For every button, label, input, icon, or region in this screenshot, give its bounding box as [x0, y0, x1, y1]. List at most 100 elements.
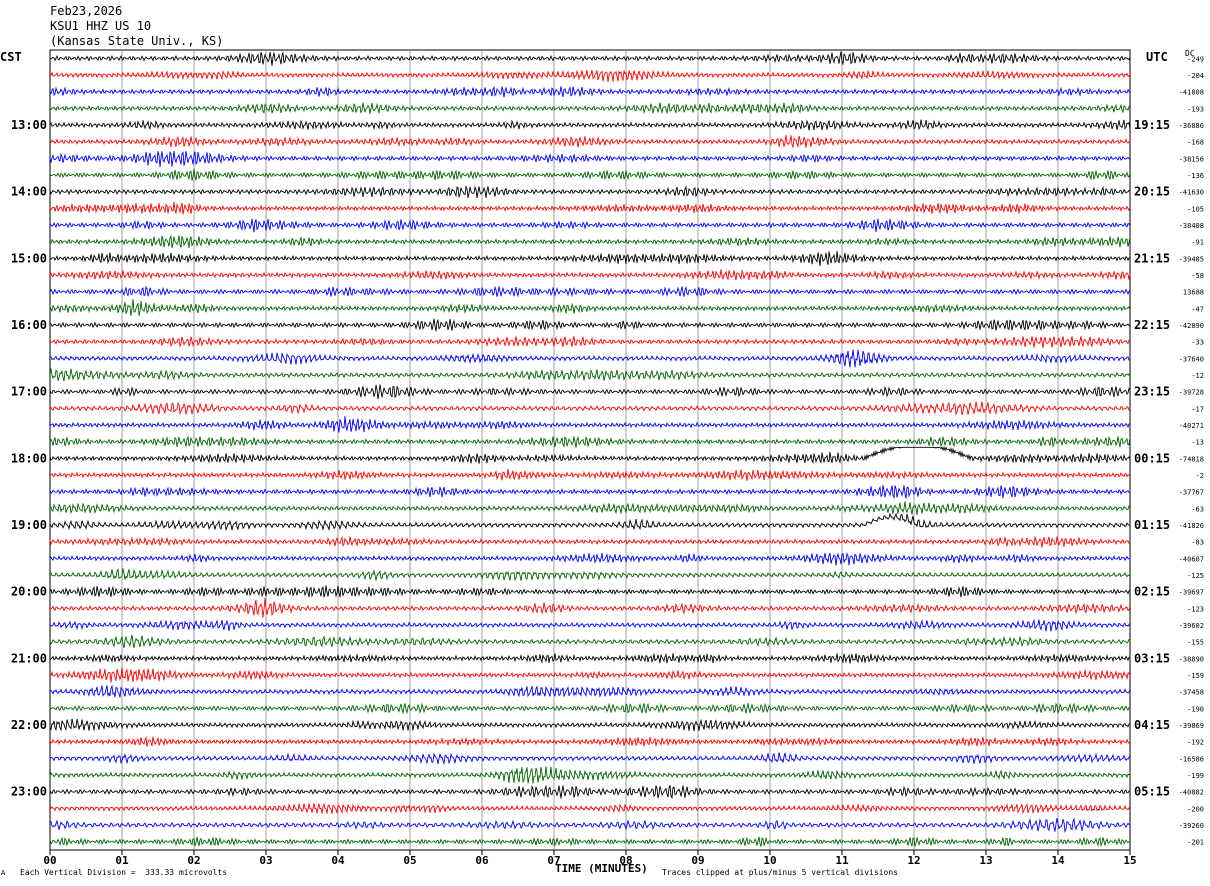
plot-date: Feb23,2026	[50, 4, 123, 18]
plot-frame	[49, 49, 1131, 851]
dc-offset-header: DC	[1185, 49, 1195, 58]
right-hour-label: 00:15	[1134, 451, 1170, 465]
right-hour-label: 05:15	[1134, 785, 1170, 799]
dc-offset-label: -47	[1191, 305, 1204, 313]
dc-offset-label: -40882	[1179, 789, 1204, 797]
left-hour-label: 15:00	[11, 251, 47, 265]
seismic-trace	[49, 119, 1131, 131]
dc-offset-label: -39728	[1179, 389, 1204, 397]
dc-offset-label: -201	[1187, 839, 1204, 847]
station-location: (Kansas State Univ., KS)	[50, 34, 224, 48]
left-hour-label: 19:00	[11, 518, 47, 532]
dc-offset-label: -155	[1187, 639, 1204, 647]
dc-offset-label: -168	[1187, 139, 1204, 147]
seismic-trace	[50, 234, 1131, 249]
dc-offset-label: -40271	[1179, 422, 1204, 430]
dc-offset-label: -37767	[1179, 489, 1204, 497]
dc-offset-label: -41808	[1179, 89, 1204, 97]
left-hour-label: 23:00	[11, 785, 47, 799]
x-tick-label: 06	[475, 854, 489, 867]
dc-offset-label: -125	[1187, 572, 1204, 580]
clip-note: Traces clipped at plus/minus 5 vertical …	[662, 868, 899, 877]
seismic-trace	[49, 634, 1131, 649]
left-hour-label: 13:00	[11, 118, 47, 132]
seismic-trace	[49, 51, 1131, 66]
seismic-trace	[49, 218, 1131, 233]
left-hour-label: 17:00	[11, 385, 47, 399]
seismic-trace	[49, 667, 1131, 683]
dc-offset-label: -39485	[1179, 255, 1204, 263]
dc-offset-label: -40607	[1179, 555, 1204, 563]
x-tick-label: 03	[259, 854, 272, 867]
seismic-trace	[49, 401, 1131, 416]
left-hour-label: 21:00	[11, 651, 47, 665]
dc-offset-label: -63	[1191, 505, 1204, 513]
seismic-trace	[49, 285, 1131, 298]
x-tick-label: 15	[1123, 854, 1136, 867]
seismic-trace	[49, 736, 1131, 747]
dc-offset-label: -123	[1187, 605, 1204, 613]
dc-offset-label: -91	[1191, 239, 1204, 247]
seismic-trace	[49, 101, 1131, 115]
dc-offset-label: -159	[1187, 672, 1204, 680]
seismic-trace	[49, 416, 1131, 433]
dc-offset-label: -41630	[1179, 189, 1204, 197]
left-hour-label: 20:00	[11, 585, 47, 599]
left-hour-label: 18:00	[11, 451, 47, 465]
dc-offset-label: -39260	[1179, 822, 1204, 830]
seismic-trace	[49, 150, 1131, 168]
dc-offset-label: -37458	[1179, 689, 1204, 697]
seismic-trace	[49, 168, 1131, 181]
seismic-trace	[49, 684, 1131, 698]
left-hour-label: 22:00	[11, 718, 47, 732]
right-hour-label: 03:15	[1134, 651, 1170, 665]
dc-offset-label: -42890	[1179, 322, 1204, 330]
seismic-trace	[49, 652, 1131, 664]
dc-offset-label: 13688	[1183, 289, 1204, 297]
right-hour-label: 19:15	[1134, 118, 1170, 132]
x-tick-label: 01	[115, 854, 129, 867]
x-tick-label: 08	[619, 854, 632, 867]
seismic-trace	[49, 485, 1131, 500]
x-tick-label: 05	[403, 854, 416, 867]
x-axis-label: TIME (MINUTES)	[555, 862, 648, 875]
x-tick-label: 10	[763, 854, 776, 867]
seismic-trace	[49, 501, 1131, 516]
dc-offset-label: -39869	[1179, 722, 1204, 730]
dc-offset-label: -38156	[1179, 155, 1204, 163]
right-timezone-label: UTC	[1146, 50, 1168, 64]
seismic-trace	[49, 702, 1131, 715]
x-tick-label: 00	[43, 854, 56, 867]
dc-offset-label: -16586	[1179, 755, 1204, 763]
dc-offset-label: -33	[1191, 339, 1204, 347]
seismic-trace	[49, 766, 1131, 784]
seismic-trace	[49, 512, 1131, 532]
seismic-trace	[49, 802, 1131, 815]
seismic-trace	[49, 134, 1131, 149]
dc-offset-label: -193	[1187, 105, 1204, 113]
left-timezone-label: CST	[0, 50, 22, 64]
x-tick-label: 09	[691, 854, 704, 867]
seismic-trace	[50, 336, 1131, 348]
seismic-trace	[49, 269, 1131, 281]
dc-offset-label: -2	[1196, 472, 1204, 480]
scale-note: Each Vertical Division = 333.33 microvol…	[20, 868, 228, 877]
seismic-trace	[49, 535, 1131, 548]
seismic-trace	[49, 435, 1131, 448]
seismic-trace	[49, 568, 1131, 581]
seismic-trace	[49, 318, 1131, 332]
dc-offset-label: -38890	[1179, 655, 1204, 663]
x-tick-label: 04	[331, 854, 345, 867]
seismic-trace	[49, 250, 1131, 266]
dc-offset-label: -37640	[1179, 355, 1204, 363]
dc-offset-label: -74818	[1179, 455, 1204, 463]
seismic-trace	[49, 85, 1131, 98]
seismic-trace	[49, 718, 1131, 732]
x-tick-label: 13	[979, 854, 992, 867]
left-hour-label: 14:00	[11, 185, 47, 199]
seismic-trace	[49, 384, 1131, 400]
x-tick-label: 02	[187, 854, 200, 867]
dc-offset-label: -39602	[1179, 622, 1204, 630]
dc-offset-label: -249	[1187, 55, 1204, 63]
